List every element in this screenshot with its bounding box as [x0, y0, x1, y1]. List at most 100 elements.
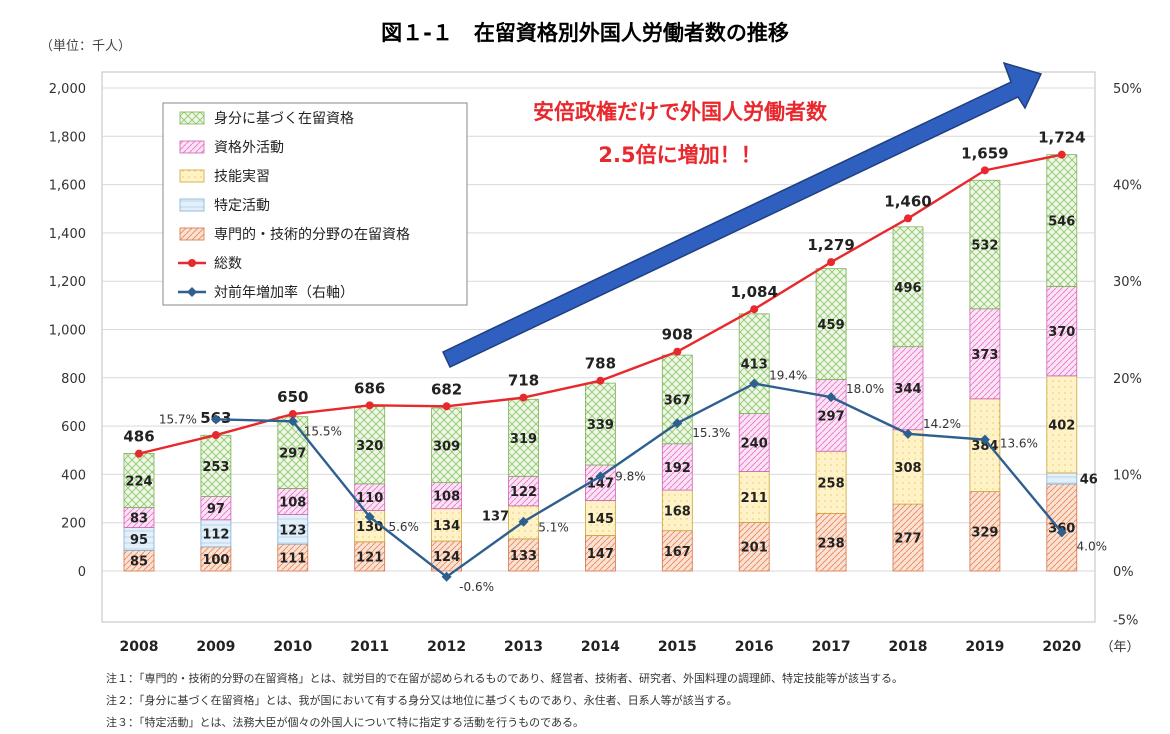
total-label: 486 — [123, 428, 154, 446]
bar-value-label: 147 — [587, 547, 614, 562]
bar-segment-designated — [277, 514, 309, 545]
bar-segment-extra — [661, 443, 693, 491]
bar-value-label: 402 — [1048, 418, 1075, 433]
total-label: 1,724 — [1038, 129, 1085, 147]
bar-value-label: 110 — [356, 491, 383, 506]
x-tick-label: 2013 — [504, 639, 543, 655]
bar-value-label: 46 — [1080, 473, 1098, 488]
bar-value-label: 258 — [818, 476, 845, 491]
bar-segment-designated — [1046, 472, 1078, 485]
bar-segment-professional — [431, 540, 463, 572]
bar-value-label: 224 — [125, 474, 152, 489]
annotation-line2: 2.5倍に増加！！ — [598, 143, 761, 167]
legend-swatch-trainee — [179, 169, 205, 183]
legend-label: 資格外活動 — [214, 140, 284, 156]
growth-rate-point — [1056, 527, 1067, 538]
bar-value-label: 546 — [1048, 215, 1075, 230]
legend: 身分に基づく在留資格資格外活動技能実習特定活動専門的・技術的分野の在留資格総数対… — [162, 102, 468, 306]
total-point — [673, 347, 682, 356]
total-point — [750, 305, 759, 314]
bar-segment-trainee — [815, 450, 847, 514]
total-label: 718 — [508, 372, 539, 390]
total-point — [1057, 150, 1066, 159]
x-tick-label: 2016 — [735, 639, 774, 655]
bar-value-label: 108 — [433, 490, 460, 505]
legend-swatch-extra — [179, 140, 205, 154]
growth-rate-point — [672, 418, 683, 429]
x-tick-label: 2015 — [658, 639, 697, 655]
growth-rate-label: 5.6% — [388, 520, 419, 534]
note-1: 注１：「専門的・技術的分野の在留資格」とは、就労目的で在留が認められるものであり… — [106, 671, 903, 685]
legend-label: 総数 — [214, 256, 242, 272]
bar-segment-extra — [1046, 286, 1078, 377]
bar-value-label: 134 — [433, 519, 460, 534]
total-point — [365, 401, 374, 410]
bar-value-label: 496 — [894, 281, 921, 296]
bar-value-label: 370 — [1048, 325, 1075, 340]
bar-segment-status — [738, 313, 770, 414]
bar-segment-professional — [661, 530, 693, 572]
total-point — [135, 449, 143, 458]
bar-value-label: 459 — [818, 318, 845, 333]
bar-segment-professional — [354, 541, 386, 572]
x-tick-label: 2019 — [965, 639, 1004, 655]
bar-value-label: 339 — [587, 418, 614, 433]
bar-segment-extra — [508, 475, 539, 507]
bar-segment-extra — [277, 488, 309, 515]
growth-rate-point — [749, 378, 760, 389]
y-tick-label: 0 — [78, 565, 86, 580]
bar-value-label: 133 — [510, 549, 537, 564]
x-tick-label: 2009 — [196, 639, 235, 655]
total-point — [211, 431, 220, 440]
total-point — [596, 376, 605, 385]
bar-value-label: 297 — [818, 409, 845, 424]
y-tick-label: 1,600 — [49, 179, 86, 194]
bar-value-label: 211 — [741, 491, 768, 506]
legend-label: 特定活動 — [214, 198, 270, 214]
growth-rate-point — [826, 392, 837, 403]
bar-value-label: 123 — [279, 523, 306, 538]
annotation-line1: 安倍政権だけで外国人労働者数 — [533, 100, 828, 124]
unit-label: （単位：千人） — [40, 38, 131, 54]
bar-value-label: 320 — [356, 439, 383, 454]
bar-value-label: 137 — [482, 509, 509, 524]
bar-value-label: 277 — [894, 532, 921, 547]
bar-segment-extra — [738, 413, 770, 472]
y-tick-label: 1,000 — [49, 324, 86, 339]
growth-rate-point — [364, 511, 375, 522]
y2-tick-label: 10% — [1113, 468, 1142, 483]
growth-rate-label: 5.1% — [538, 521, 569, 535]
growth-rate-point — [287, 416, 298, 427]
bar-segment-trainee — [661, 489, 693, 532]
x-tick-label: 2014 — [581, 639, 620, 655]
y2-tick-label: 50% — [1113, 82, 1142, 97]
bar-segment-status — [585, 382, 616, 466]
bar-segment-status — [815, 268, 847, 380]
bar-value-label: 108 — [279, 495, 306, 510]
y-axis-right: -5% 0% 10% 20% 30% 40% 50% — [1113, 82, 1142, 628]
legend-label: 専門的・技術的分野の在留資格 — [214, 227, 410, 243]
bar-segment-status — [354, 406, 386, 485]
growth-rate-label: 9.8% — [615, 469, 646, 483]
total-point — [904, 214, 912, 223]
y-tick-label: 1,800 — [49, 130, 86, 145]
growth-rate-label: 4.0% — [1077, 539, 1108, 553]
bar-value-label: 384 — [971, 439, 998, 454]
legend-label: 技能実習 — [214, 169, 270, 185]
y-axis-left: 0 200 400 600 800 1,000 1,200 1,400 1,600 1,800 2,… — [49, 82, 86, 580]
bar-segment-professional — [200, 546, 232, 572]
growth-rate-label: 15.5% — [304, 424, 342, 438]
y-tick-label: 200 — [61, 517, 86, 532]
bar-value-label: 121 — [356, 550, 383, 565]
x-tick-label: 2017 — [812, 639, 851, 655]
bar-value-label: 297 — [279, 447, 306, 462]
y2-tick-label: 20% — [1113, 372, 1142, 387]
bar-value-label: 85 — [130, 555, 148, 570]
growth-rate-point — [210, 414, 221, 425]
total-point — [288, 410, 297, 419]
x-tick-label: 2018 — [889, 639, 928, 655]
bar-value-label: 238 — [818, 536, 845, 551]
bar-segment-trainee — [1046, 375, 1078, 474]
x-axis: 2008 2009 2010 2011 2012 2013 2014 2015 2016 2017… — [120, 639, 1082, 655]
